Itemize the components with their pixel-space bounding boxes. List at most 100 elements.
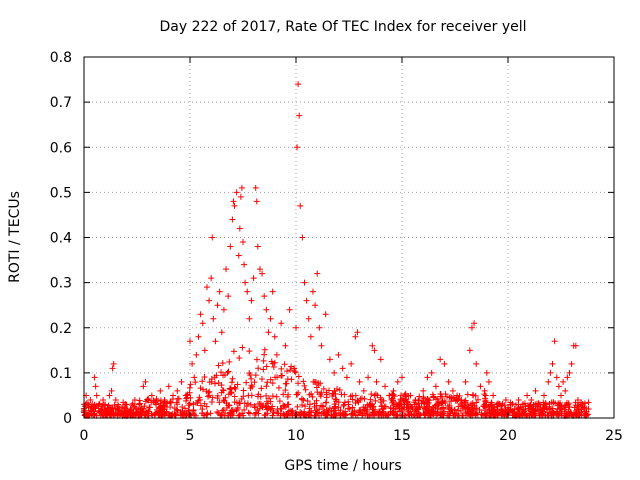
data-point-dense	[404, 399, 411, 406]
data-point	[240, 239, 246, 246]
data-point	[229, 216, 236, 223]
data-point	[373, 378, 380, 385]
data-point	[549, 360, 556, 367]
data-point	[123, 401, 130, 408]
data-point-dense	[295, 389, 302, 396]
data-point	[225, 293, 232, 300]
data-point-dense	[220, 407, 227, 414]
data-point-dense	[281, 402, 288, 409]
data-point-dense	[481, 403, 488, 410]
data-point	[195, 333, 202, 340]
data-point-dense	[349, 396, 356, 403]
data-point-dense	[231, 384, 238, 391]
data-point	[536, 401, 543, 408]
data-point-dense	[230, 348, 237, 355]
data-point-dense	[345, 398, 352, 405]
data-point	[445, 378, 452, 385]
data-point-dense	[190, 406, 197, 413]
data-point-dense	[525, 405, 532, 412]
y-tick-label: 0.1	[50, 366, 72, 382]
data-point-dense	[223, 400, 230, 407]
data-point-dense	[469, 391, 476, 398]
data-point	[318, 342, 325, 349]
data-point-dense	[258, 385, 265, 392]
data-point	[248, 297, 255, 304]
data-point-dense	[474, 396, 481, 403]
data-point-dense	[404, 407, 411, 414]
data-point	[399, 374, 405, 381]
data-point-dense	[200, 412, 207, 419]
data-point	[254, 243, 261, 250]
data-point-dense	[503, 410, 510, 417]
data-point-dense	[467, 412, 474, 419]
data-point-dense	[201, 374, 208, 381]
data-points	[81, 81, 592, 419]
data-point-dense	[128, 408, 135, 415]
data-point-dense	[268, 358, 275, 365]
data-point	[415, 396, 422, 403]
data-point-dense	[129, 400, 136, 407]
data-point	[458, 396, 465, 403]
data-point	[574, 396, 581, 403]
data-point	[468, 324, 475, 331]
data-point	[157, 387, 164, 394]
data-point-dense	[336, 386, 343, 393]
data-point-dense	[247, 385, 254, 392]
data-point-dense	[482, 398, 489, 405]
y-tick-label: 0.3	[50, 276, 72, 292]
data-point	[263, 306, 270, 313]
data-point	[206, 297, 213, 304]
data-point	[441, 360, 448, 367]
data-point	[511, 405, 518, 412]
data-point-dense	[437, 393, 444, 400]
data-point-dense	[284, 393, 291, 400]
data-point	[140, 383, 147, 390]
data-point	[161, 396, 168, 403]
data-point-dense	[549, 405, 556, 412]
data-point-dense	[333, 396, 340, 403]
data-point	[473, 360, 480, 367]
data-point-dense	[420, 395, 427, 402]
data-point-dense	[219, 360, 226, 367]
data-point	[244, 288, 251, 295]
data-point-dense	[380, 397, 387, 404]
data-point-dense	[303, 412, 310, 419]
data-point	[267, 315, 274, 322]
data-point-dense	[444, 404, 451, 411]
data-point-dense	[269, 412, 276, 419]
data-point-dense	[352, 392, 359, 399]
data-point-dense	[241, 406, 248, 413]
data-point-dense	[276, 398, 283, 405]
y-tick-label: 0.7	[50, 95, 72, 111]
data-point	[481, 387, 488, 394]
data-point-dense	[265, 395, 272, 402]
data-point	[454, 392, 461, 399]
data-point-dense	[376, 408, 383, 415]
data-point-dense	[244, 400, 251, 407]
data-point-dense	[260, 366, 267, 373]
data-point-dense	[295, 373, 302, 380]
data-point	[131, 396, 138, 403]
data-point-dense	[464, 391, 471, 398]
data-point	[545, 378, 552, 385]
data-point-dense	[457, 408, 464, 415]
data-point	[282, 342, 289, 349]
data-point	[252, 184, 259, 191]
data-point-dense	[302, 403, 309, 410]
data-point	[223, 266, 230, 273]
data-point-dense	[292, 369, 299, 376]
data-point-dense	[287, 407, 294, 414]
data-point	[246, 315, 253, 322]
data-point-dense	[309, 393, 316, 400]
data-point	[326, 356, 333, 363]
data-point-dense	[234, 404, 241, 411]
data-point-dense	[273, 410, 280, 417]
data-point	[555, 383, 562, 390]
data-point-dense	[337, 407, 344, 414]
data-point-dense	[195, 397, 202, 404]
data-point-dense	[317, 393, 324, 400]
data-point-dense	[448, 406, 455, 413]
data-point-dense	[300, 411, 307, 418]
data-point	[407, 392, 414, 399]
data-point-dense	[261, 346, 268, 353]
